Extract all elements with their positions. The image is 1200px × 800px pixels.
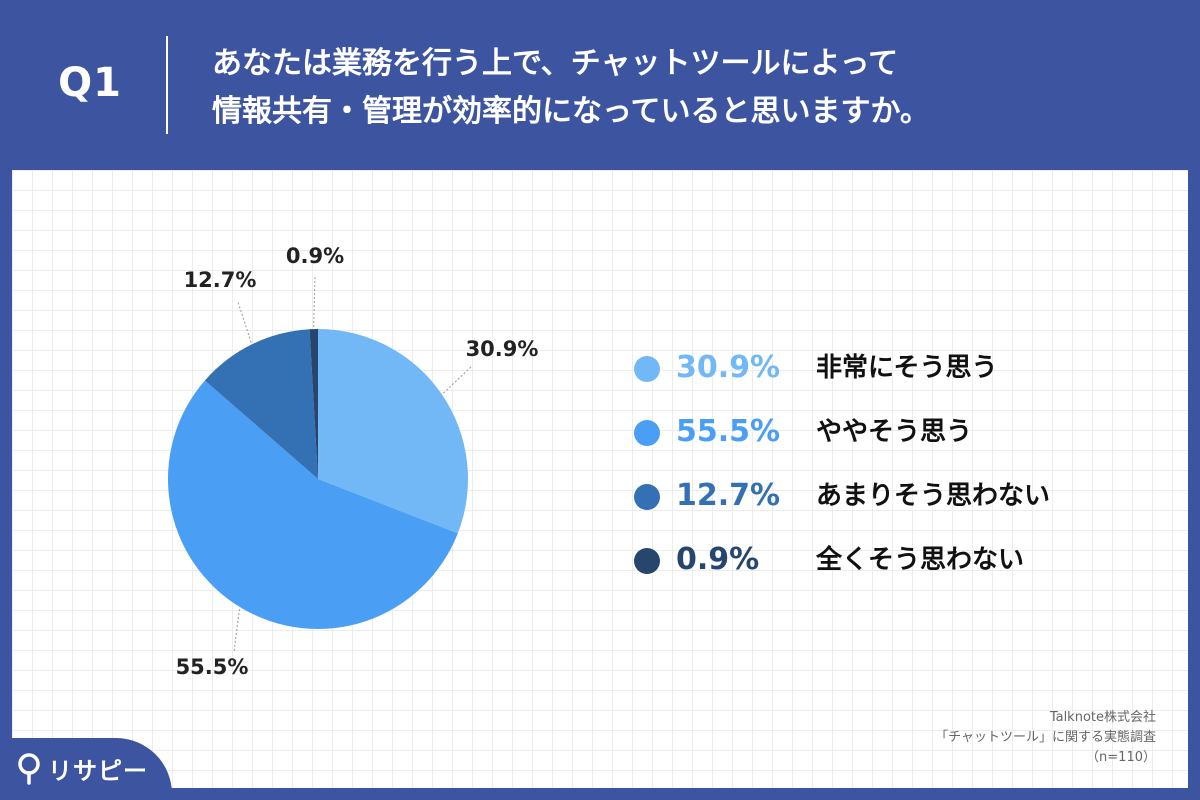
legend-swatch — [634, 420, 660, 446]
question-line-1: あなたは業務を行う上で、チャットツールによって — [212, 46, 899, 81]
source-company: Talknote株式会社 — [1049, 710, 1156, 725]
legend-swatch — [634, 484, 660, 510]
legend: 30.9% 非常にそう思う 55.5% ややそう思う 12.7% あまりそう思わない 0.9… — [634, 342, 1114, 598]
legend-label: ややそう思う — [816, 417, 973, 447]
pie-slice — [204, 329, 318, 479]
slice-data-label: 12.7% — [184, 268, 257, 292]
question-number: Q1 — [58, 60, 122, 106]
pie-slice — [318, 329, 469, 534]
leader-line — [233, 609, 240, 653]
chart-panel: 30.9% 55.5% 12.7% 0.9% 30.9% 非常にそう思う 55.5% ややそ… — [12, 170, 1188, 788]
legend-swatch — [634, 356, 660, 382]
slice-data-label: 30.9% — [466, 337, 539, 361]
slice-data-label: 0.9% — [286, 244, 344, 268]
pie-slice — [309, 329, 318, 479]
legend-percentage: 0.9% — [676, 542, 760, 577]
header: Q1 あなたは業務を行う上で、チャットツールによって 情報共有・管理が効率的にな… — [0, 0, 1200, 170]
legend-swatch — [634, 548, 660, 574]
slice-data-label: 55.5% — [176, 655, 249, 679]
pin-icon — [18, 753, 40, 785]
legend-label: 非常にそう思う — [816, 353, 998, 383]
source-note: Talknote株式会社 「チャットツール」に関する実態調査 （n=110） — [935, 708, 1156, 768]
source-survey-title: 「チャットツール」に関する実態調査 — [935, 730, 1156, 745]
legend-percentage: 30.9% — [676, 350, 781, 385]
legend-item: 30.9% 非常にそう思う — [634, 342, 1114, 406]
leader-line — [443, 365, 473, 394]
question-title: あなたは業務を行う上で、チャットツールによって 情報共有・管理が効率的になってい… — [212, 40, 1172, 136]
legend-label: あまりそう思わない — [816, 481, 1051, 511]
legend-label: 全くそう思わない — [816, 545, 1025, 575]
question-line-2: 情報共有・管理が効率的になっていると思いますか。 — [212, 94, 930, 129]
pie-chart: 30.9% 55.5% 12.7% 0.9% — [168, 244, 539, 679]
leader-line — [237, 301, 252, 343]
logo-text: リサピー — [48, 757, 148, 785]
legend-item: 12.7% あまりそう思わない — [634, 470, 1114, 534]
pie-slice — [168, 380, 458, 629]
logo-tab: リサピー — [0, 738, 172, 800]
source-sample-size: （n=110） — [1086, 750, 1156, 765]
leader-line — [313, 274, 316, 328]
header-divider — [166, 36, 168, 134]
legend-percentage: 55.5% — [676, 414, 781, 449]
legend-item: 0.9% 全くそう思わない — [634, 534, 1114, 598]
legend-percentage: 12.7% — [676, 478, 781, 513]
legend-item: 55.5% ややそう思う — [634, 406, 1114, 470]
